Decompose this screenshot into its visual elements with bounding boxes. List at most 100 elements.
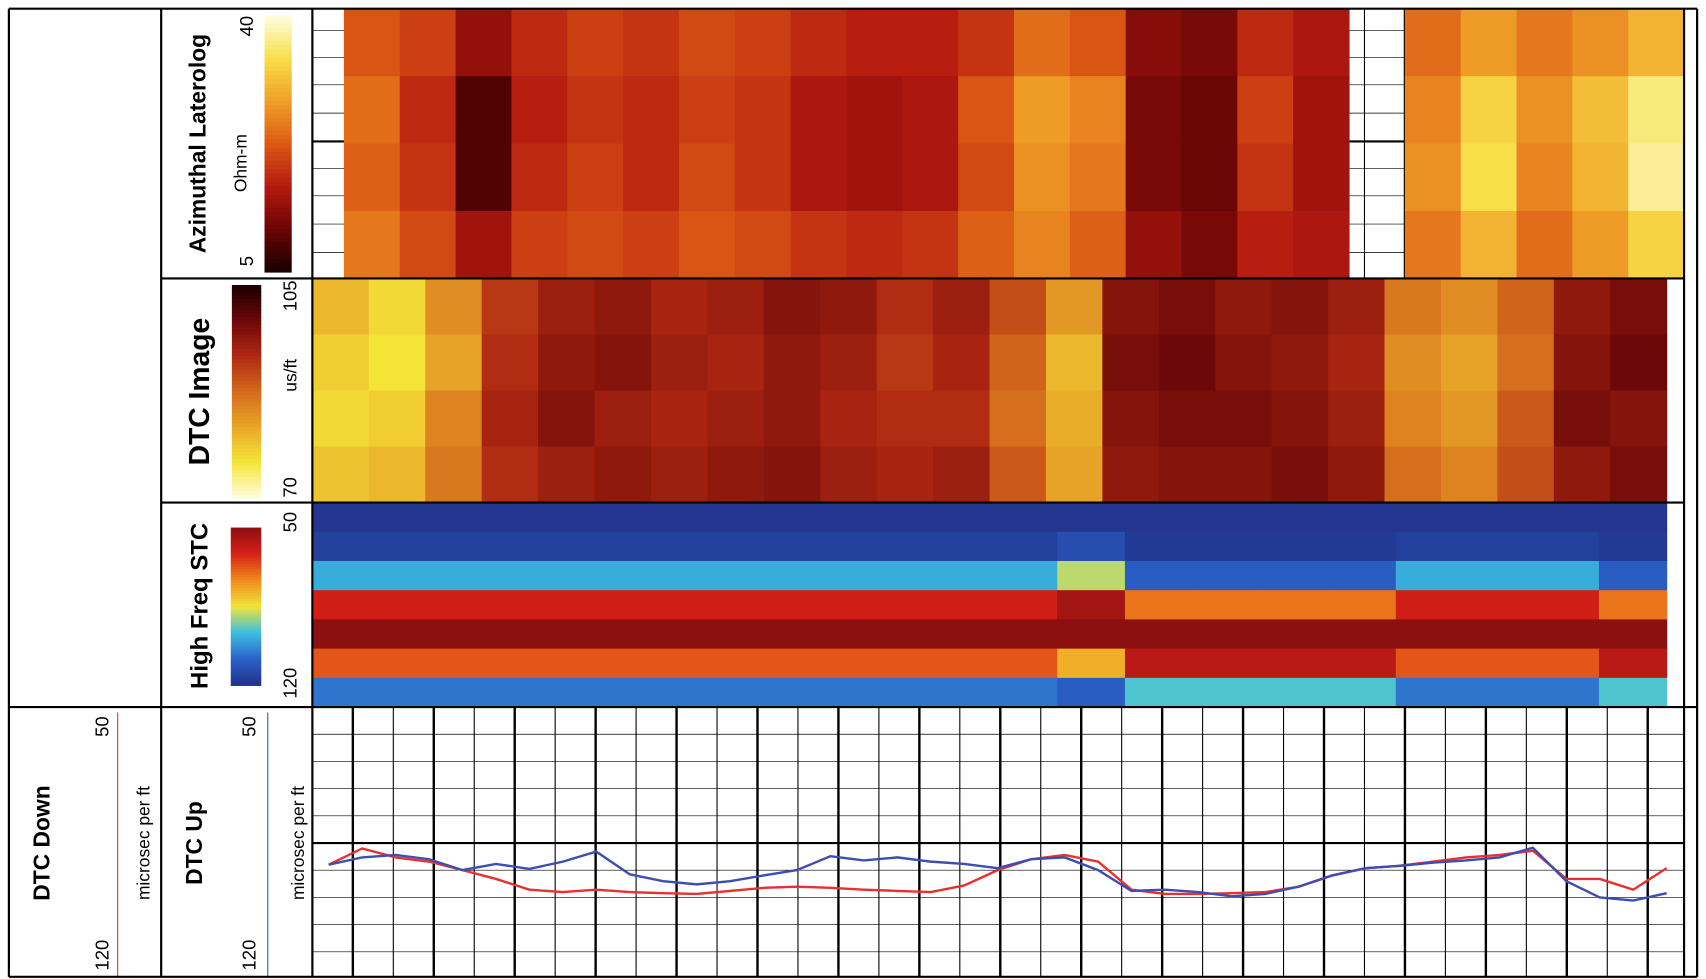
heatmap-cell: [1215, 390, 1273, 448]
heatmap-cell: [1158, 446, 1216, 504]
heatmap-cell: [594, 390, 652, 448]
color-bar: [264, 105, 292, 111]
heatmap-cell: [820, 278, 878, 336]
heatmap-cell: [820, 334, 878, 392]
color-bar: [231, 487, 262, 492]
color-bar: [231, 370, 262, 375]
color-bar: [230, 588, 262, 592]
heatmap-cell: [399, 8, 457, 77]
heatmap-cell: [1069, 8, 1127, 77]
color-bar: [230, 598, 262, 602]
heatmap-cell: [718, 677, 787, 708]
color-bar: [264, 79, 292, 85]
color-bar: [231, 459, 262, 464]
color-bar: [230, 582, 262, 587]
heatmap-cell: [623, 143, 680, 212]
heatmap-cell: [1045, 278, 1103, 336]
color-bar: [264, 32, 292, 38]
heatmap-cell: [1572, 76, 1629, 145]
color-bar: [264, 160, 292, 166]
heatmap-cell: [718, 560, 787, 591]
heatmap-cell: [380, 677, 449, 708]
color-bar: [231, 306, 262, 311]
color-bar: [231, 420, 262, 425]
color-bar: [230, 669, 262, 673]
heatmap-cell: [1271, 278, 1329, 336]
heatmap-cell: [1328, 560, 1397, 591]
color-bar: [264, 75, 292, 81]
color-bar: [264, 203, 292, 209]
heatmap-cell: [515, 560, 584, 591]
heatmap-cell: [594, 446, 652, 504]
color-bar: [231, 444, 262, 450]
heatmap-cell: [515, 531, 584, 562]
heatmap-cell: [1057, 619, 1126, 650]
heatmap-cell: [650, 531, 720, 562]
color-bar: [264, 135, 292, 140]
heatmap-cell: [1328, 648, 1397, 679]
heatmap-cell: [594, 278, 652, 336]
heatmap-cell: [1440, 278, 1498, 336]
color-bar: [230, 659, 262, 663]
color-bar: [264, 186, 292, 192]
color-bar: [231, 384, 262, 389]
heatmap-cell: [481, 278, 539, 336]
heatmap-cell: [734, 143, 792, 212]
heatmap-cell: [786, 590, 855, 620]
heatmap-cell: [312, 446, 370, 504]
heatmap-cell: [1013, 211, 1071, 280]
heatmap-cell: [511, 8, 568, 77]
heatmap-cell: [455, 211, 512, 280]
heatmap-cell: [1237, 143, 1294, 212]
heatmap-cell: [583, 590, 652, 620]
color-bar: [231, 483, 262, 489]
color-bar: [264, 45, 292, 51]
color-bar: [264, 224, 292, 230]
color-bar: [264, 259, 292, 265]
heatmap-cell: [902, 211, 959, 280]
color-bar: [264, 100, 292, 106]
heatmap-cell: [1404, 211, 1462, 280]
heatmap-cell: [989, 648, 1058, 679]
color-tick-label: 70: [280, 477, 301, 498]
color-bar: [231, 423, 262, 428]
color-bar: [230, 561, 262, 566]
heatmap-cell: [1610, 390, 1668, 448]
heatmap-cell: [1395, 590, 1465, 620]
heatmap-cell: [447, 531, 517, 562]
color-bar: [230, 624, 262, 629]
color-bar: [264, 190, 292, 196]
heatmap-cell: [790, 143, 848, 212]
heatmap-cell: [650, 677, 720, 708]
color-bar: [231, 462, 262, 467]
heatmap-cell: [921, 648, 991, 679]
color-bar: [231, 441, 262, 446]
color-bar: [230, 553, 262, 558]
color-bar: [264, 66, 292, 72]
legend-entry: DTC Up: [181, 801, 207, 885]
heatmap-cell: [1328, 278, 1386, 336]
heatmap-cell: [567, 143, 624, 212]
heatmap-cell: [538, 278, 596, 336]
color-bar: [230, 635, 262, 639]
heatmap-cell: [1572, 211, 1629, 280]
y-tick-label: 120: [91, 940, 112, 971]
heatmap-cell: [790, 211, 848, 280]
heatmap-cell: [1516, 211, 1573, 280]
heatmap-cell: [1192, 560, 1261, 591]
heatmap-cell: [1215, 446, 1273, 504]
heatmap-cell: [989, 390, 1047, 448]
heatmap-cell: [854, 560, 923, 591]
heatmap-cell: [1516, 8, 1573, 77]
heatmap-cell: [1404, 143, 1462, 212]
color-bar: [230, 590, 262, 594]
heatmap-cell: [312, 677, 381, 708]
heatmap-cell: [1069, 211, 1127, 280]
heatmap-cell: [786, 531, 855, 562]
heatmap-cell: [958, 76, 1015, 145]
heatmap-cell: [623, 211, 680, 280]
heatmap-cell: [583, 531, 652, 562]
color-bar: [264, 36, 292, 42]
color-bar: [264, 229, 292, 235]
